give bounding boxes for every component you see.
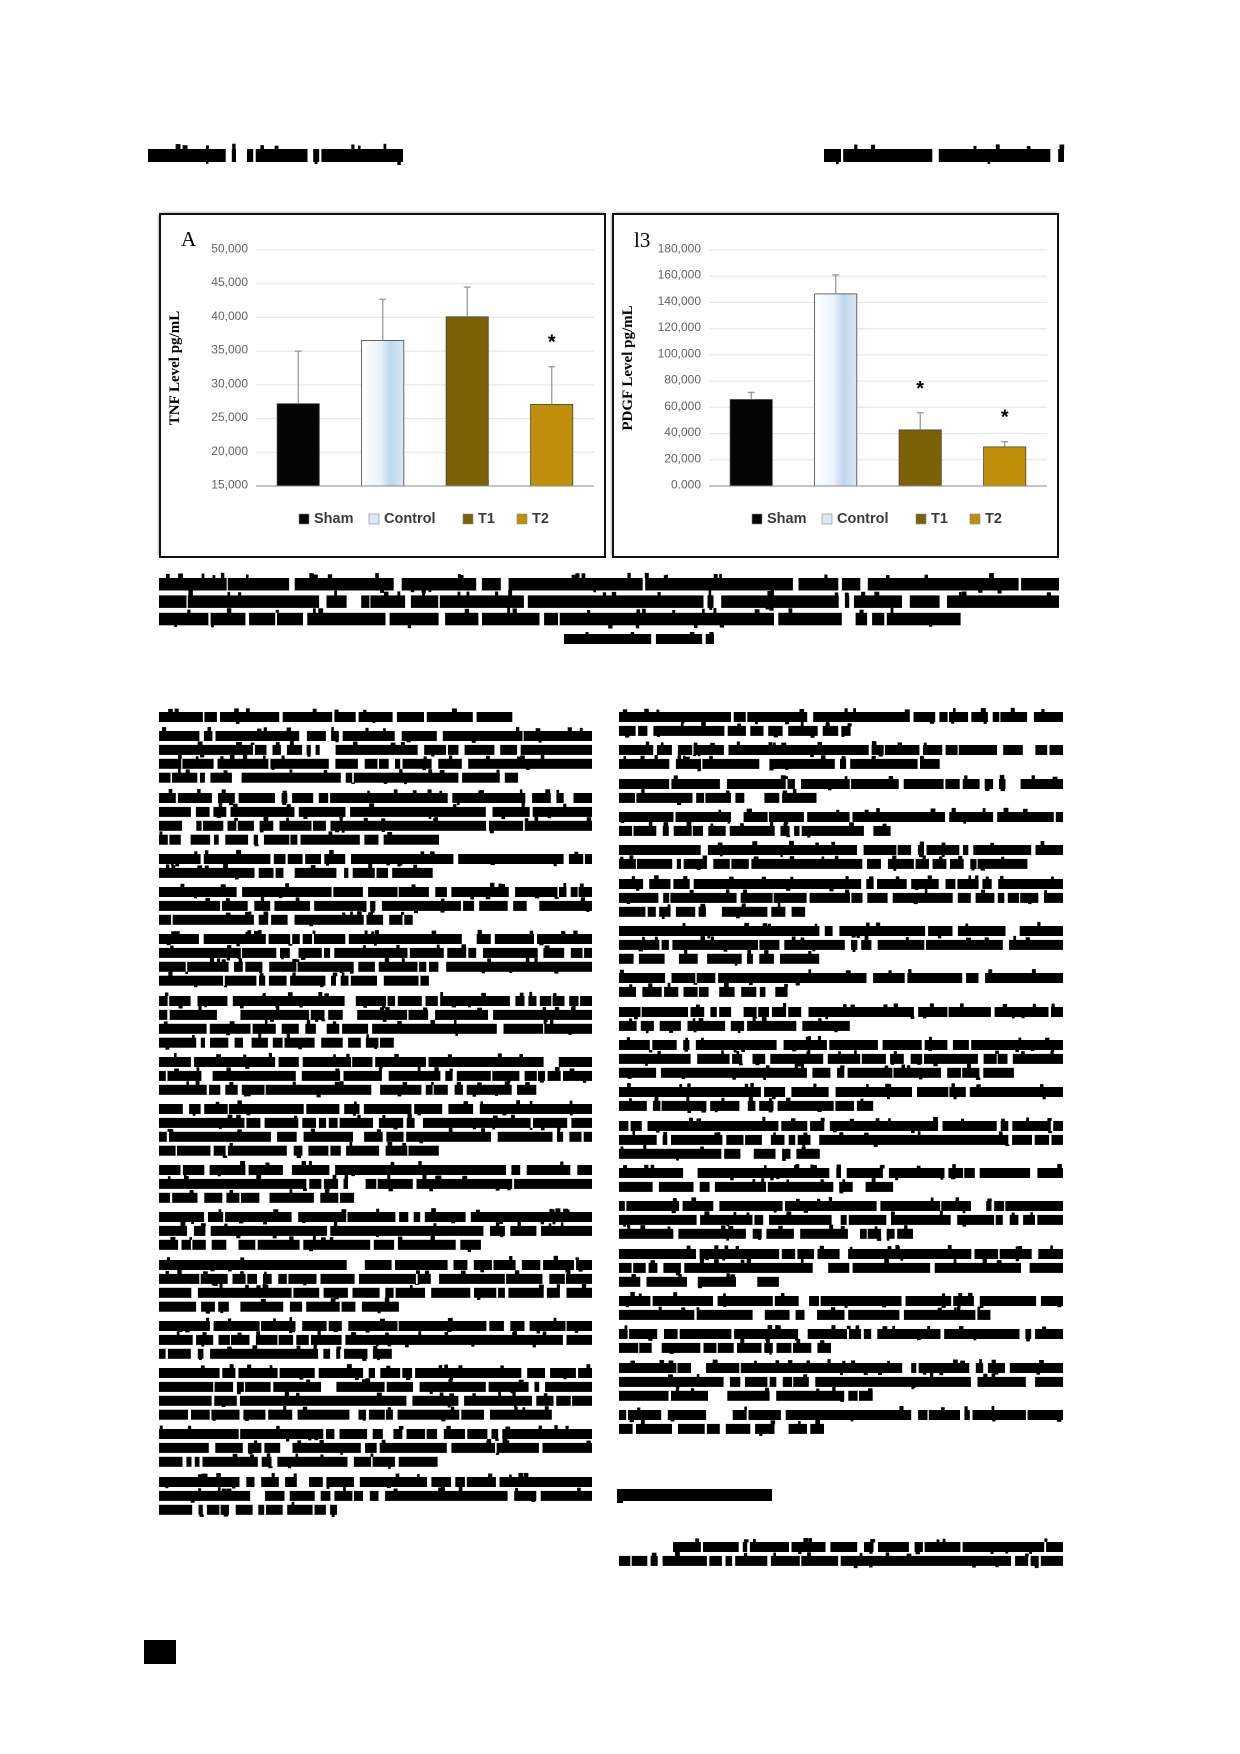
svg-text:0.000: 0.000 xyxy=(671,478,701,492)
svg-text:160,000: 160,000 xyxy=(658,268,702,282)
svg-text:25,000: 25,000 xyxy=(211,410,248,424)
svg-text:15,000: 15,000 xyxy=(211,478,248,492)
svg-text:T1: T1 xyxy=(478,511,495,527)
svg-text:l3: l3 xyxy=(634,228,650,252)
svg-text:20,000: 20,000 xyxy=(211,444,248,458)
svg-text:TNF Level pg/mL: TNF Level pg/mL xyxy=(167,311,183,425)
svg-text:T2: T2 xyxy=(985,511,1002,527)
svg-text:100,000: 100,000 xyxy=(658,346,702,360)
svg-text:30,000: 30,000 xyxy=(211,376,248,390)
svg-text:50,000: 50,000 xyxy=(211,242,248,256)
svg-text:Control: Control xyxy=(837,511,889,527)
svg-text:T1: T1 xyxy=(931,511,948,527)
svg-text:*: * xyxy=(1001,407,1009,429)
svg-text:A: A xyxy=(181,227,197,251)
svg-text:180,000: 180,000 xyxy=(658,242,702,256)
svg-text:PDGF Level pg/mL: PDGF Level pg/mL xyxy=(620,305,636,430)
svg-text:Sham: Sham xyxy=(314,511,354,527)
svg-text:20,000: 20,000 xyxy=(664,451,701,465)
svg-text:Sham: Sham xyxy=(767,511,807,527)
svg-text:140,000: 140,000 xyxy=(658,294,702,308)
svg-text:*: * xyxy=(916,378,924,400)
svg-text:45,000: 45,000 xyxy=(211,275,248,289)
svg-text:80,000: 80,000 xyxy=(664,373,701,387)
svg-text:T2: T2 xyxy=(532,511,549,527)
svg-text:120,000: 120,000 xyxy=(658,320,702,334)
svg-text:Control: Control xyxy=(384,511,436,527)
svg-text:60,000: 60,000 xyxy=(664,399,701,413)
svg-text:40,000: 40,000 xyxy=(211,309,248,323)
svg-text:*: * xyxy=(548,332,556,354)
svg-text:40,000: 40,000 xyxy=(664,425,701,439)
svg-text:35,000: 35,000 xyxy=(211,343,248,357)
